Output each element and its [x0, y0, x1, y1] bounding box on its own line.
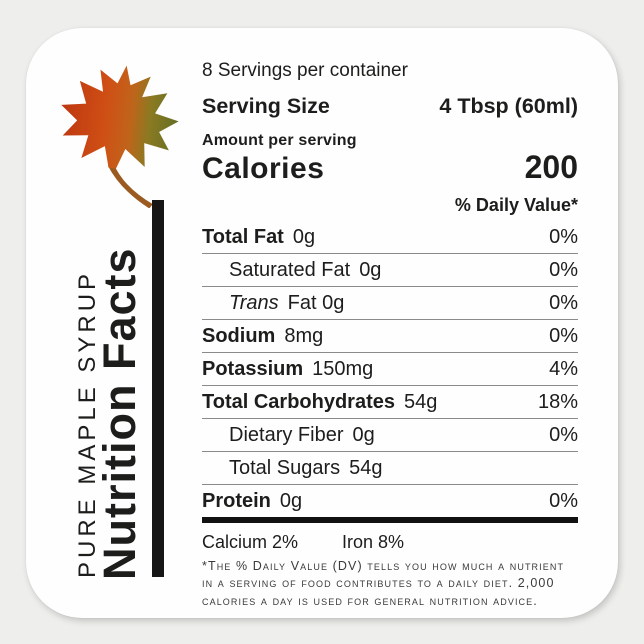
nutrient-dv: 0%	[549, 291, 578, 314]
nutrient-dv: 0%	[549, 489, 578, 512]
nutrient-amount: 54g	[404, 390, 438, 413]
nutrient-name: Total Fat	[202, 225, 284, 248]
nutrient-row-total-sugars: Total Sugars 54g	[202, 452, 578, 485]
serving-size-label: Serving Size	[202, 94, 330, 118]
nutrient-rows: Total Fat 0g 0% Saturated Fat 0g 0% Tran…	[202, 221, 578, 517]
leaf-blade	[61, 65, 179, 169]
calories-label: Calories	[202, 152, 325, 185]
nutrient-dv: 4%	[549, 357, 578, 380]
nutrient-name: Dietary Fiber	[229, 423, 344, 446]
nutrient-amount: 8mg	[284, 324, 324, 347]
nutrient-name: Total Carbohydrates	[202, 390, 395, 413]
square-sticker: PURE MAPLE SYRUP Nutrition Facts 8 Servi…	[26, 28, 618, 618]
nutrient-row-protein: Protein 0g 0%	[202, 485, 578, 517]
leaf-stem	[107, 162, 153, 208]
nutrient-row-trans-fat: Trans Fat 0g 0%	[202, 287, 578, 320]
calcium-value: Calcium 2%	[202, 532, 299, 552]
nutrient-name: Total Sugars	[229, 456, 341, 479]
nutrient-name: Potassium	[202, 357, 304, 380]
thick-divider-bar	[202, 517, 578, 523]
nutrient-dv: 0%	[549, 225, 578, 248]
calories-value: 200	[524, 149, 578, 185]
nutrient-amount: Fat 0g	[287, 291, 345, 314]
minerals-row: Calcium 2% Iron 8%	[202, 523, 578, 556]
daily-value-header: % Daily Value*	[454, 195, 578, 215]
nutrient-name: Sodium	[202, 324, 276, 347]
nutrition-panel: 8 Servings per container Serving Size 4 …	[202, 54, 578, 610]
nutrient-name: Protein	[202, 489, 271, 512]
nutrient-name: Trans	[229, 291, 279, 314]
nutrient-amount: 0g	[292, 225, 316, 248]
nutrition-facts-title: Nutrition Facts	[94, 247, 145, 580]
serving-size-value: 4 Tbsp (60ml)	[439, 94, 578, 118]
nutrient-row-potassium: Potassium 150mg 4%	[202, 353, 578, 386]
nutrient-dv: 0%	[549, 423, 578, 446]
nutrient-amount: 150mg	[312, 357, 374, 380]
calories-row: Calories 200	[202, 149, 578, 186]
daily-value-footnote: *The % Daily Value (DV) tells you how mu…	[202, 559, 565, 608]
nutrient-amount: 0g	[359, 258, 382, 281]
amount-per-serving: Amount per serving	[202, 132, 357, 149]
nutrient-dv: 0%	[549, 258, 578, 281]
nutrient-row-total-fat: Total Fat 0g 0%	[202, 221, 578, 254]
iron-value: Iron 8%	[342, 532, 405, 552]
vertical-divider-bar	[152, 200, 164, 577]
nutrient-row-dietary-fiber: Dietary Fiber 0g 0%	[202, 419, 578, 452]
nutrient-row-saturated-fat: Saturated Fat 0g 0%	[202, 254, 578, 287]
nutrient-dv: 0%	[549, 324, 578, 347]
nutrient-row-total-carbohydrates: Total Carbohydrates 54g 18%	[202, 386, 578, 419]
serving-size-row: Serving Size 4 Tbsp (60ml)	[202, 94, 578, 119]
nutrient-amount: 0g	[279, 489, 303, 512]
nutrient-amount: 0g	[352, 423, 375, 446]
nutrient-row-sodium: Sodium 8mg 0%	[202, 320, 578, 353]
nutrient-amount: 54g	[349, 456, 383, 479]
nutrient-dv: 18%	[537, 390, 578, 413]
nutrient-name: Saturated Fat	[229, 258, 351, 281]
maple-leaf-image	[61, 65, 179, 208]
servings-per-container: 8 Servings per container	[202, 60, 408, 81]
